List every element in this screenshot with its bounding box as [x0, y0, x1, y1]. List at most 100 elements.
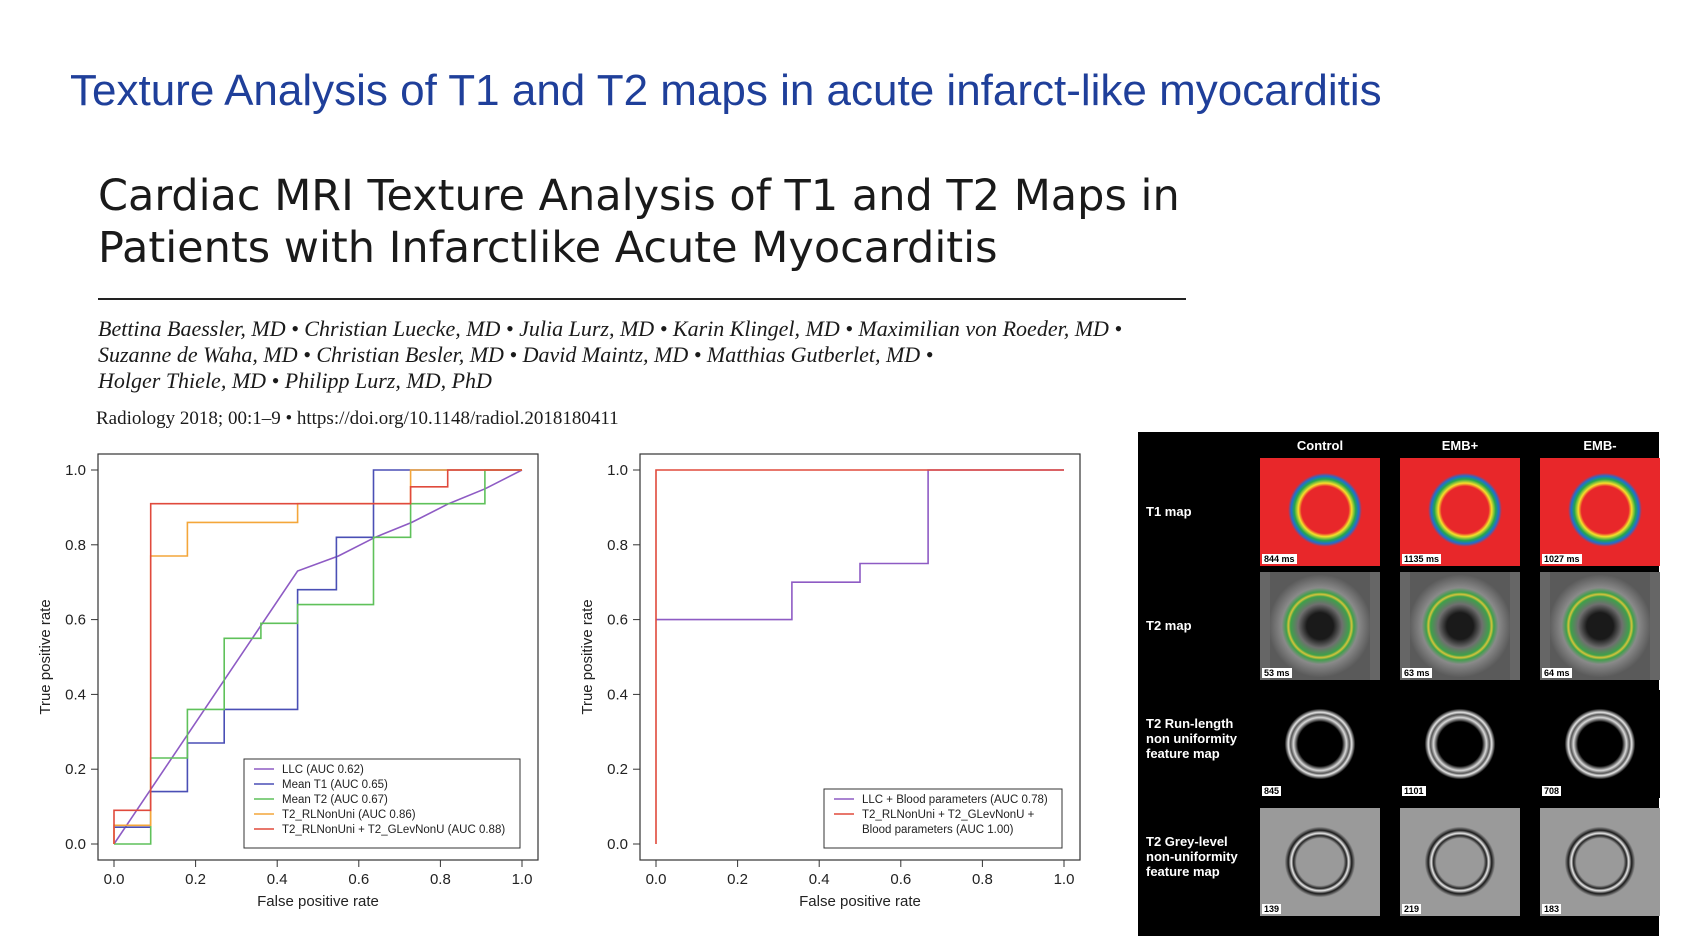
- plot-frame: [97, 453, 539, 861]
- mri-image-panel: 219: [1400, 808, 1520, 916]
- mri-myocardium-ring: [1550, 808, 1650, 916]
- legend-label: Mean T2 (AUC 0.67): [282, 794, 388, 806]
- mri-column-header: Control: [1296, 438, 1344, 453]
- x-tick-label: 0.2: [727, 871, 748, 888]
- mri-row-label-line: T2 Grey-level: [1146, 834, 1228, 849]
- x-tick-label: 0.6: [890, 871, 911, 888]
- mri-image-panel: 708: [1540, 690, 1660, 798]
- paper-title-line-2: Patients with Infarctlike Acute Myocardi…: [98, 223, 998, 273]
- mri-row-label-line: feature map: [1146, 864, 1220, 879]
- mri-row-label-line: non uniformity: [1146, 731, 1237, 746]
- mri-myocardium-ring: [1550, 458, 1650, 566]
- mri-value-label: 845: [1262, 786, 1282, 796]
- authors-line-3: Holger Thiele, MD • Philipp Lurz, MD, Ph…: [98, 368, 492, 393]
- mri-figure: Control EMB+ EMB- T1 map 844 ms 1135 ms 1027 m…: [1138, 432, 1660, 936]
- mri-value-label: 1027 ms: [1542, 554, 1582, 564]
- mri-row-label: T2 map: [1146, 618, 1192, 633]
- legend-box: [823, 788, 1063, 849]
- mri-image-panel: 1027 ms: [1540, 458, 1660, 566]
- mri-column-header: EMB-: [1583, 438, 1617, 453]
- x-tick-label: 1.0: [512, 871, 533, 888]
- x-tick-label: 0.4: [267, 871, 288, 888]
- y-tick-label: 0.0: [65, 836, 86, 853]
- legend-label: LLC + Blood parameters (AUC 0.78): [862, 794, 1048, 806]
- x-tick-label: 0.8: [972, 871, 993, 888]
- mri-myocardium-ring: [1550, 572, 1650, 680]
- mri-row-label: T2 Grey-level non-uniformity feature map: [1146, 834, 1238, 879]
- mri-myocardium-ring: [1270, 572, 1370, 680]
- y-tick-label: 0.8: [65, 537, 86, 554]
- mri-image-panel: 1101: [1400, 690, 1520, 798]
- plot-frame: [639, 453, 1081, 861]
- mri-myocardium-ring: [1410, 808, 1510, 916]
- mri-image-panel: 844 ms: [1260, 458, 1380, 566]
- y-tick-label: 1.0: [65, 462, 86, 479]
- mri-row-label-line: non-uniformity: [1146, 849, 1238, 864]
- y-tick-label: 1.0: [607, 462, 628, 479]
- mri-image-panel: 139: [1260, 808, 1380, 916]
- y-tick-label: 0.6: [607, 612, 628, 629]
- mri-image-panel: 183: [1540, 808, 1660, 916]
- mri-row-label-line: T1 map: [1146, 504, 1192, 519]
- roc-chart-texture: 0.0 0.0 0.2 0.2 0.4 0.4 0.6 0.6 0.8 0.8 1.0 1.0 Fals…: [37, 453, 539, 910]
- roc-series-line-2: [655, 469, 1064, 844]
- mri-image-panel: 53 ms: [1260, 572, 1380, 680]
- y-tick-label: 0.2: [65, 761, 86, 778]
- legend-label: T2_RLNonUni (AUC 0.86): [282, 809, 416, 821]
- roc-chart-combined: 0.0 0.0 0.2 0.2 0.4 0.4 0.6 0.6 0.8 0.8 1.0 1.0 Fals…: [579, 453, 1081, 910]
- mri-myocardium-ring: [1270, 808, 1370, 916]
- legend-label: LLC (AUC 0.62): [282, 764, 364, 776]
- authors-line-2: Suzanne de Waha, MD • Christian Besler, …: [98, 342, 934, 367]
- roc-series-line-3: [114, 469, 522, 845]
- mri-value-label: 53 ms: [1262, 668, 1292, 678]
- legend-label: Mean T1 (AUC 0.65): [282, 779, 388, 791]
- y-tick-label: 0.8: [607, 537, 628, 554]
- mri-value-label: 1101: [1402, 786, 1426, 796]
- mri-value-label: 219: [1402, 904, 1422, 914]
- y-tick-label: 0.6: [65, 612, 86, 629]
- title-divider: [98, 298, 1186, 300]
- mri-value-label: 183: [1542, 904, 1562, 914]
- authors-line-1: Bettina Baessler, MD • Christian Luecke,…: [98, 316, 1123, 341]
- mri-myocardium-ring: [1270, 458, 1370, 566]
- roc-series-line-1: [113, 469, 523, 845]
- mri-value-label: 63 ms: [1402, 668, 1432, 678]
- mri-value-label: 708: [1542, 786, 1562, 796]
- mri-myocardium-ring: [1410, 458, 1510, 566]
- x-axis-label: False positive rate: [257, 893, 379, 910]
- mri-myocardium-ring: [1410, 572, 1510, 680]
- slide-title: Texture Analysis of T1 and T2 maps in ac…: [70, 66, 1382, 115]
- mri-value-label: 844 ms: [1262, 554, 1297, 564]
- x-tick-label: 0.4: [809, 871, 830, 888]
- y-tick-label: 0.0: [607, 836, 628, 853]
- mri-row-label-line: feature map: [1146, 746, 1220, 761]
- mri-row-label-line: T2 Run-length: [1146, 716, 1234, 731]
- mri-value-label: 139: [1262, 904, 1282, 914]
- legend-label: T2_RLNonUni + T2_GLevNonU +: [862, 809, 1035, 821]
- citation: Radiology 2018; 00:1–9 • https://doi.org…: [96, 408, 619, 429]
- mri-value-label: 64 ms: [1542, 668, 1572, 678]
- mri-column-header: EMB+: [1441, 438, 1479, 453]
- mri-myocardium-ring: [1550, 690, 1650, 798]
- x-tick-label: 0.8: [430, 871, 451, 888]
- mri-image-panel: 845: [1260, 690, 1380, 798]
- x-tick-label: 0.0: [646, 871, 667, 888]
- mri-image-panel: 64 ms: [1540, 572, 1660, 680]
- y-tick-label: 0.4: [65, 686, 86, 703]
- paper-title-line-1: Cardiac MRI Texture Analysis of T1 and T…: [98, 171, 1180, 221]
- x-tick-label: 0.6: [348, 871, 369, 888]
- mri-row-label: T1 map: [1146, 504, 1192, 519]
- legend-label: Blood parameters (AUC 1.00): [862, 824, 1014, 836]
- y-axis-label: True positive rate: [37, 599, 54, 714]
- y-tick-label: 0.4: [607, 686, 628, 703]
- y-axis-label: True positive rate: [579, 599, 596, 714]
- mri-value-label: 1135 ms: [1402, 554, 1442, 564]
- roc-series-line-1: [656, 469, 1064, 621]
- x-axis-label: False positive rate: [799, 893, 921, 910]
- mri-row-label: T2 Run-length non uniformity feature map: [1146, 716, 1237, 761]
- legend-box: [243, 758, 521, 849]
- mri-image-panel: 1135 ms: [1400, 458, 1520, 566]
- paper-title: Cardiac MRI Texture Analysis of T1 and T…: [98, 170, 1218, 274]
- y-tick-label: 0.2: [607, 761, 628, 778]
- roc-series-line-5: [113, 469, 522, 844]
